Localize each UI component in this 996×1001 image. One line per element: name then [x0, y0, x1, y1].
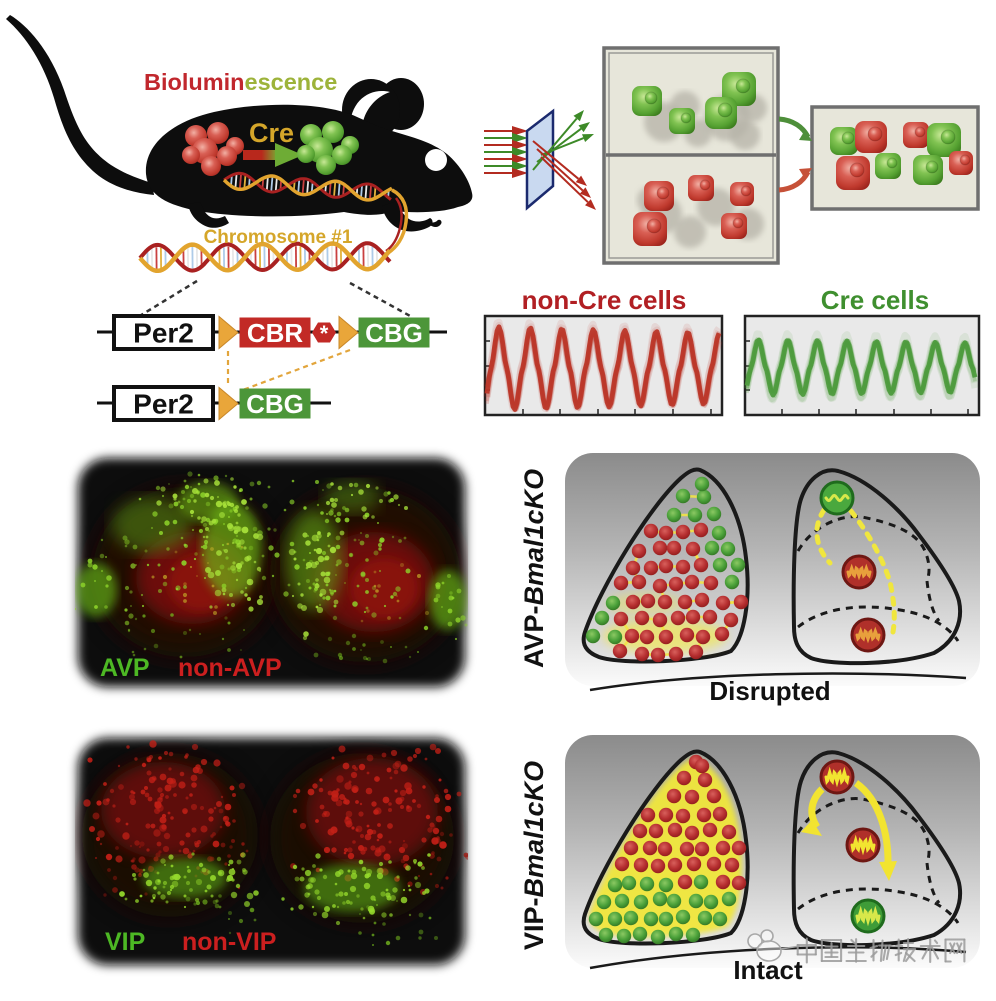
svg-text:Per2: Per2: [133, 318, 194, 349]
svg-text:Cre cells: Cre cells: [821, 285, 929, 315]
svg-text:non-Cre cells: non-Cre cells: [522, 285, 687, 315]
svg-text:Bioluminescence: Bioluminescence: [144, 69, 337, 95]
svg-text:AVP: AVP: [100, 654, 150, 682]
svg-text:Cre: Cre: [249, 118, 294, 148]
svg-text:Per2: Per2: [133, 389, 194, 420]
svg-text:*: *: [320, 321, 329, 346]
svg-text:CBR: CBR: [247, 318, 304, 348]
svg-text:VIP: VIP: [105, 928, 145, 956]
svg-text:VIP-Bmal1cKO: VIP-Bmal1cKO: [519, 761, 549, 950]
svg-text:non-AVP: non-AVP: [178, 654, 282, 682]
svg-text:CBG: CBG: [246, 389, 304, 419]
svg-text:Disrupted: Disrupted: [709, 676, 830, 706]
svg-text:AVP-Bmal1cKO: AVP-Bmal1cKO: [519, 469, 549, 668]
svg-text:Chromosome #1: Chromosome #1: [204, 227, 353, 248]
svg-text:non-VIP: non-VIP: [182, 928, 276, 956]
svg-text:CBG: CBG: [365, 318, 423, 348]
